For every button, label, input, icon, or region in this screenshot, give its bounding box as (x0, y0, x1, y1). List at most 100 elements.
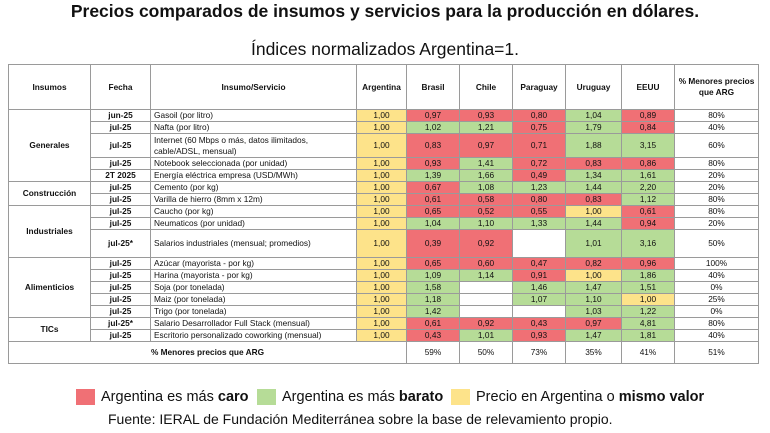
table-row: jul-25 Neumaticos (por unidad) 1,00 1,04… (9, 217, 759, 230)
date-cell: jul-25 (90, 205, 151, 218)
pct-cell: 100% (674, 257, 759, 270)
eeuu-cell: 1,51 (621, 281, 675, 294)
paraguay-cell: 0,72 (512, 157, 566, 170)
uruguay-cell: 1,44 (565, 181, 622, 194)
date-cell: jul-25 (90, 269, 151, 282)
table-row: Industriales jul-25 Caucho (por kg) 1,00… (8, 205, 759, 258)
paraguay-cell: 0,80 (512, 193, 566, 206)
header-row: Insumos Fecha Insumo/Servicio Argentina … (8, 64, 759, 110)
item-cell: Cemento (por kg) (150, 181, 357, 194)
pct-cell: 20% (674, 181, 759, 194)
table-row: jul-25 Soja (por tonelada) 1,00 1,58 1,4… (9, 281, 759, 294)
brasil-cell: 0,65 (406, 205, 460, 218)
header-chile: Chile (459, 64, 513, 110)
legend-caro-text: Argentina es más caro (101, 389, 249, 405)
date-cell: jul-25 (90, 181, 151, 194)
comparison-table: Insumos Fecha Insumo/Servicio Argentina … (8, 64, 759, 364)
legend-barato-prefix: Argentina es más (282, 389, 399, 405)
pct-cell: 0% (674, 305, 759, 318)
paraguay-cell: 0,47 (512, 257, 566, 270)
totals-brasil: 59% (406, 341, 460, 364)
argentina-cell: 1,00 (356, 157, 407, 170)
item-cell: Salarios industriales (mensual; promedio… (150, 229, 357, 258)
argentina-cell: 1,00 (356, 329, 407, 342)
item-cell: Harina (mayorista - por kg) (150, 269, 357, 282)
pct-cell: 80% (674, 109, 759, 122)
brasil-cell: 0,61 (406, 317, 460, 330)
argentina-cell: 1,00 (356, 181, 407, 194)
date-cell: jul-25* (90, 317, 151, 330)
eeuu-cell: 0,61 (621, 205, 675, 218)
pct-cell: 0% (674, 281, 759, 294)
page-subtitle: Índices normalizados Argentina=1. (250, 39, 519, 59)
brasil-cell: 0,43 (406, 329, 460, 342)
date-cell: jul-25 (90, 293, 151, 306)
paraguay-cell: 0,43 (512, 317, 566, 330)
totals-uruguay: 35% (565, 341, 622, 364)
uruguay-cell: 1,00 (565, 269, 622, 282)
argentina-cell: 1,00 (356, 293, 407, 306)
table-row: jul-25* Salarios industriales (mensual; … (9, 229, 759, 258)
brasil-cell: 1,58 (406, 281, 460, 294)
legend-item-mismo-valor: Precio en Argentina o mismo valor (451, 389, 704, 405)
brasil-cell: 0,39 (406, 229, 460, 258)
header-insumo-servicio: Insumo/Servicio (150, 64, 357, 110)
eeuu-cell: 0,84 (621, 121, 675, 134)
item-cell: Gasoil (por litro) (150, 109, 357, 122)
argentina-cell: 1,00 (356, 169, 407, 182)
green-swatch-icon (257, 389, 276, 405)
chile-cell: 1,01 (459, 329, 513, 342)
chile-cell (459, 305, 513, 318)
brasil-cell: 0,97 (406, 109, 460, 122)
paraguay-cell: 0,80 (512, 109, 566, 122)
header-brasil: Brasil (406, 64, 460, 110)
category-construccion: Construcción (8, 181, 91, 206)
pct-cell: 60% (674, 133, 759, 158)
pct-cell: 80% (674, 317, 759, 330)
argentina-cell: 1,00 (356, 133, 407, 158)
table-row: jul-25 Internet (60 Mbps o más, datos il… (9, 133, 759, 158)
brasil-cell: 0,67 (406, 181, 460, 194)
paraguay-cell: 0,93 (512, 329, 566, 342)
chile-cell: 1,66 (459, 169, 513, 182)
chile-cell: 0,52 (459, 205, 513, 218)
eeuu-cell: 0,96 (621, 257, 675, 270)
category-industriales: Industriales (8, 205, 91, 258)
brasil-cell: 0,61 (406, 193, 460, 206)
uruguay-cell: 1,44 (565, 217, 622, 230)
paraguay-cell: 1,46 (512, 281, 566, 294)
chile-cell: 0,93 (459, 109, 513, 122)
header-argentina: Argentina (356, 64, 407, 110)
totals-chile: 50% (459, 341, 513, 364)
pct-cell: 80% (674, 193, 759, 206)
source-note: Fuente: IERAL de Fundación Mediterránea … (108, 411, 613, 427)
legend-caro-bold: caro (217, 389, 249, 405)
uruguay-cell: 0,83 (565, 193, 622, 206)
pct-cell: 25% (674, 293, 759, 306)
item-cell: Neumaticos (por unidad) (150, 217, 357, 230)
paraguay-cell: 0,75 (512, 121, 566, 134)
legend-mismo-valor-bold: mismo valor (618, 389, 705, 405)
page-title: Precios comparados de insumos y servicio… (70, 1, 700, 21)
header-pct-menores: % Menores precios que ARG (674, 64, 759, 110)
pct-cell: 20% (674, 217, 759, 230)
eeuu-cell: 1,12 (621, 193, 675, 206)
eeuu-cell: 1,81 (621, 329, 675, 342)
argentina-cell: 1,00 (356, 317, 407, 330)
pct-cell: 80% (674, 157, 759, 170)
argentina-cell: 1,00 (356, 217, 407, 230)
chile-cell: 0,58 (459, 193, 513, 206)
paraguay-cell (512, 305, 566, 318)
table-row: jul-25 Escritorio personalizado coworkin… (9, 329, 759, 342)
brasil-cell: 0,83 (406, 133, 460, 158)
paraguay-cell: 0,91 (512, 269, 566, 282)
totals-eeuu: 41% (621, 341, 675, 364)
totals-label: % Menores precios que ARG (8, 341, 407, 364)
chile-cell: 0,60 (459, 257, 513, 270)
chile-cell (459, 281, 513, 294)
eeuu-cell: 4,81 (621, 317, 675, 330)
date-cell: jul-25* (90, 229, 151, 258)
brasil-cell: 1,42 (406, 305, 460, 318)
eeuu-cell: 1,61 (621, 169, 675, 182)
date-cell: 2T 2025 (90, 169, 151, 182)
